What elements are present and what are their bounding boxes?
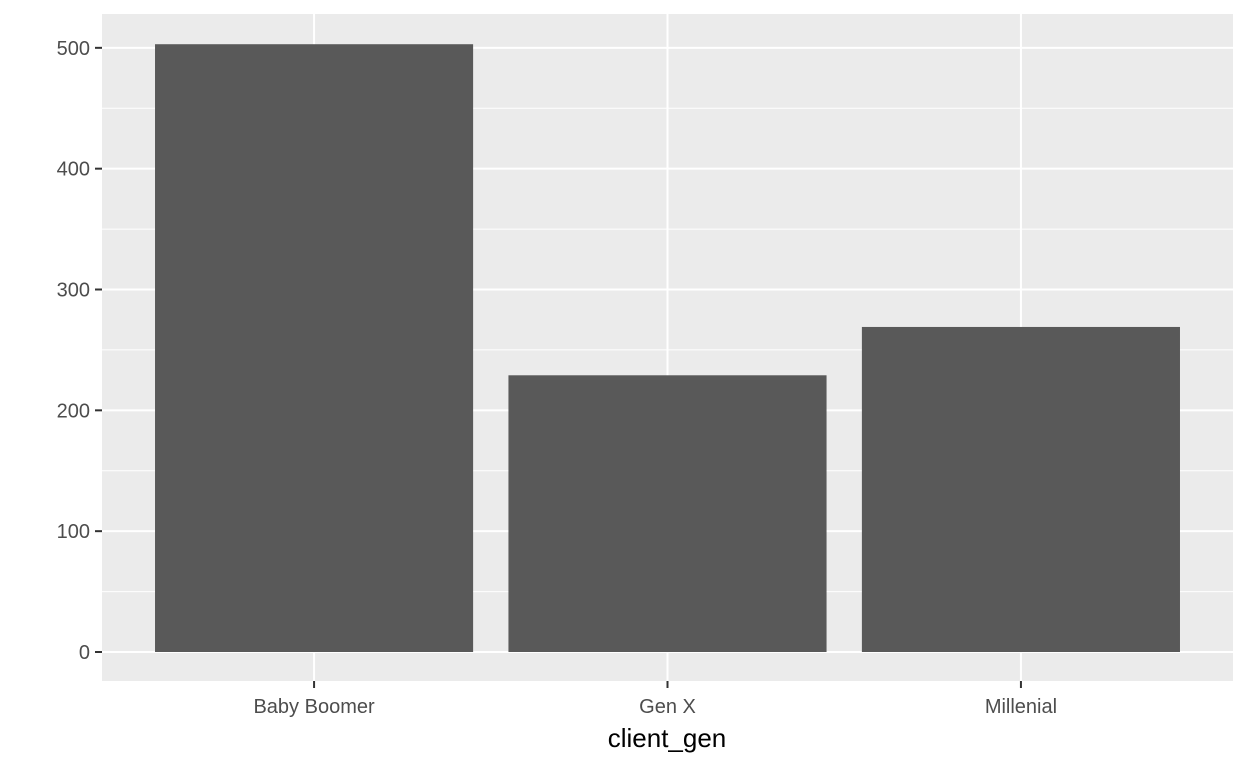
y-tick-label: 100 (57, 521, 90, 543)
y-tick-label: 200 (57, 400, 90, 422)
y-tick-label: 500 (57, 38, 90, 60)
bar-baby-boomer (155, 44, 474, 653)
x-axis-title: client_gen (608, 723, 727, 753)
bars (155, 44, 1180, 653)
y-tick-label: 400 (57, 159, 90, 181)
x-tick-label: Baby Boomer (253, 696, 375, 718)
y-axis: 0 100 200 300 400 500 (57, 38, 102, 664)
y-tick-label: 0 (79, 642, 90, 664)
bar-gen-x (508, 375, 827, 652)
x-axis: Baby Boomer Gen X Millenial (253, 681, 1057, 718)
x-tick-label: Millenial (985, 696, 1057, 718)
bar-millenial (861, 326, 1180, 652)
y-tick-label: 300 (57, 280, 90, 302)
x-tick-label: Gen X (639, 696, 696, 718)
